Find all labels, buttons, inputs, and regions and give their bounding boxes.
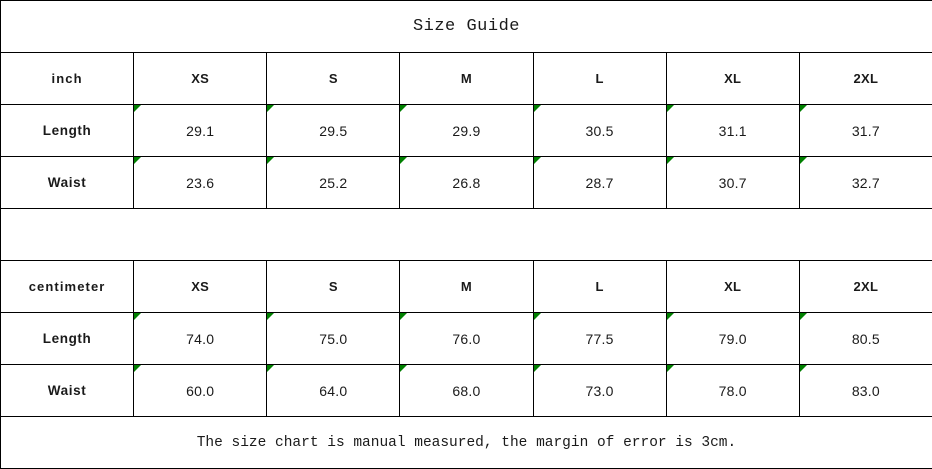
inch-waist-xl: 30.7 [665, 156, 800, 209]
inch-unit-label: inch [0, 52, 135, 105]
spacer-row [0, 208, 932, 261]
inch-length-xl: 31.1 [665, 104, 800, 157]
measurement-disclaimer-note: The size chart is manual measured, the m… [0, 416, 932, 469]
page-title: Size Guide [0, 0, 932, 53]
centimeter-length-xs: 74.0 [133, 312, 268, 365]
inch-header-row: inch XS S M L XL 2XL [0, 52, 932, 105]
centimeter-length-row: Length 74.0 75.0 76.0 77.5 79.0 80.5 [0, 312, 932, 365]
inch-column-header-s: S [266, 52, 401, 105]
centimeter-unit-label: centimeter [0, 260, 135, 313]
centimeter-column-header-xl: XL [665, 260, 800, 313]
inch-column-header-xs: XS [133, 52, 268, 105]
centimeter-waist-2xl: 83.0 [798, 364, 932, 417]
centimeter-waist-xl: 78.0 [665, 364, 800, 417]
centimeter-waist-row: Waist 60.0 64.0 68.0 73.0 78.0 83.0 [0, 364, 932, 417]
centimeter-length-l: 77.5 [532, 312, 667, 365]
centimeter-length-2xl: 80.5 [798, 312, 932, 365]
inch-length-l: 30.5 [532, 104, 667, 157]
inch-row-label-waist: Waist [0, 156, 135, 209]
inch-waist-2xl: 32.7 [798, 156, 932, 209]
centimeter-column-header-m: M [399, 260, 534, 313]
inch-length-m: 29.9 [399, 104, 534, 157]
centimeter-column-header-s: S [266, 260, 401, 313]
centimeter-length-m: 76.0 [399, 312, 534, 365]
inch-length-row: Length 29.1 29.5 29.9 30.5 31.1 31.7 [0, 104, 932, 157]
centimeter-waist-xs: 60.0 [133, 364, 268, 417]
centimeter-length-s: 75.0 [266, 312, 401, 365]
inch-column-header-l: L [532, 52, 667, 105]
inch-length-s: 29.5 [266, 104, 401, 157]
centimeter-column-header-l: L [532, 260, 667, 313]
title-row: Size Guide [0, 0, 932, 53]
inch-waist-l: 28.7 [532, 156, 667, 209]
centimeter-header-row: centimeter XS S M L XL 2XL [0, 260, 932, 313]
inch-row-label-length: Length [0, 104, 135, 157]
inch-column-header-m: M [399, 52, 534, 105]
centimeter-row-label-waist: Waist [0, 364, 135, 417]
inch-waist-s: 25.2 [266, 156, 401, 209]
centimeter-waist-l: 73.0 [532, 364, 667, 417]
inch-waist-xs: 23.6 [133, 156, 268, 209]
centimeter-length-xl: 79.0 [665, 312, 800, 365]
inch-length-2xl: 31.7 [798, 104, 932, 157]
centimeter-waist-m: 68.0 [399, 364, 534, 417]
centimeter-waist-s: 64.0 [266, 364, 401, 417]
note-row: The size chart is manual measured, the m… [0, 416, 932, 469]
inch-column-header-2xl: 2XL [798, 52, 932, 105]
spacer-cell [0, 208, 932, 261]
inch-waist-m: 26.8 [399, 156, 534, 209]
centimeter-row-label-length: Length [0, 312, 135, 365]
centimeter-column-header-2xl: 2XL [798, 260, 932, 313]
centimeter-column-header-xs: XS [133, 260, 268, 313]
inch-length-xs: 29.1 [133, 104, 268, 157]
inch-column-header-xl: XL [665, 52, 800, 105]
inch-waist-row: Waist 23.6 25.2 26.8 28.7 30.7 32.7 [0, 156, 932, 209]
